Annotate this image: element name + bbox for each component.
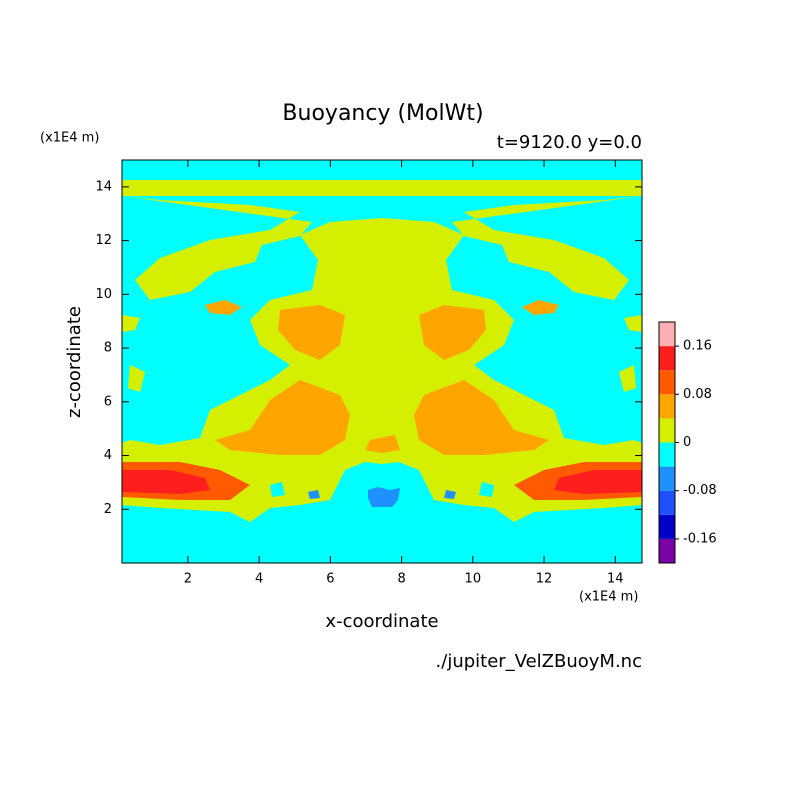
colorbar-tick-label: -0.08 [683, 483, 717, 498]
contour-region [122, 180, 642, 196]
contour-region [365, 435, 400, 453]
x-tick-label: 10 [465, 572, 482, 587]
contour-region [270, 482, 285, 497]
contour-region [619, 365, 636, 392]
source-file: ./jupiter_VelZBuoyM.nc [436, 651, 642, 672]
contour-region [419, 305, 486, 360]
y-tick-label: 6 [104, 394, 112, 409]
contour-region [554, 470, 642, 494]
contour-region [368, 487, 400, 507]
contour-region [215, 380, 350, 455]
colorbar-band [659, 418, 675, 443]
colorbar-band [659, 538, 675, 563]
colorbar-band [659, 514, 675, 539]
x-tick-label: 2 [184, 572, 192, 587]
contour-region [122, 315, 140, 332]
contour-region [128, 365, 145, 392]
colorbar-tick-label: -0.16 [683, 531, 717, 546]
x-tick-label: 12 [536, 572, 553, 587]
y-tick-label: 2 [104, 502, 112, 517]
colorbar-band [659, 322, 675, 347]
plot-frame [121, 159, 643, 564]
contour-region [122, 196, 312, 300]
x-axis-label: x-coordinate [325, 611, 438, 632]
y-tick-label: 14 [95, 179, 112, 194]
contour-region [205, 300, 242, 315]
plot-area: 2 4 6 8 10 12 14 2 4 6 8 10 12 14 [95, 159, 643, 587]
colorbar-band [659, 466, 675, 491]
colorbar-band [659, 370, 675, 395]
x-tick-label: 6 [326, 572, 334, 587]
colorbar-tick-label: 0 [683, 435, 691, 450]
y-unit: (x1E4 m) [40, 131, 99, 146]
contour-region [452, 196, 642, 300]
x-tick-label: 4 [255, 572, 263, 587]
colorbar-band [659, 442, 675, 467]
contour-region [278, 305, 345, 360]
contour-region [308, 490, 320, 499]
chart-subtitle: t=9120.0 y=0.0 [497, 132, 642, 153]
x-tick-label: 14 [607, 572, 624, 587]
colorbar-tick-label: 0.08 [683, 387, 712, 402]
contour-region [122, 470, 210, 494]
colorbar-tick-label: 0.16 [683, 339, 712, 354]
colorbar-band [659, 394, 675, 419]
contour-region [414, 380, 549, 455]
x-unit: (x1E4 m) [579, 590, 638, 605]
y-tick-label: 12 [95, 233, 112, 248]
contour-region [444, 490, 456, 499]
contour-field [122, 160, 642, 563]
chart-title: Buoyancy (MolWt) [282, 101, 483, 126]
contour-region [479, 482, 494, 497]
x-tick-label: 8 [397, 572, 405, 587]
colorbar-band [659, 346, 675, 371]
y-tick-label: 10 [95, 287, 112, 302]
contour-region [522, 300, 559, 315]
y-axis-label: z-coordinate [64, 306, 85, 418]
y-tick-label: 4 [104, 448, 112, 463]
colorbar: -0.16 -0.08 0 0.08 0.16 [658, 321, 717, 564]
colorbar-band [659, 490, 675, 515]
contour-region [624, 315, 642, 332]
y-tick-label: 8 [104, 341, 112, 356]
